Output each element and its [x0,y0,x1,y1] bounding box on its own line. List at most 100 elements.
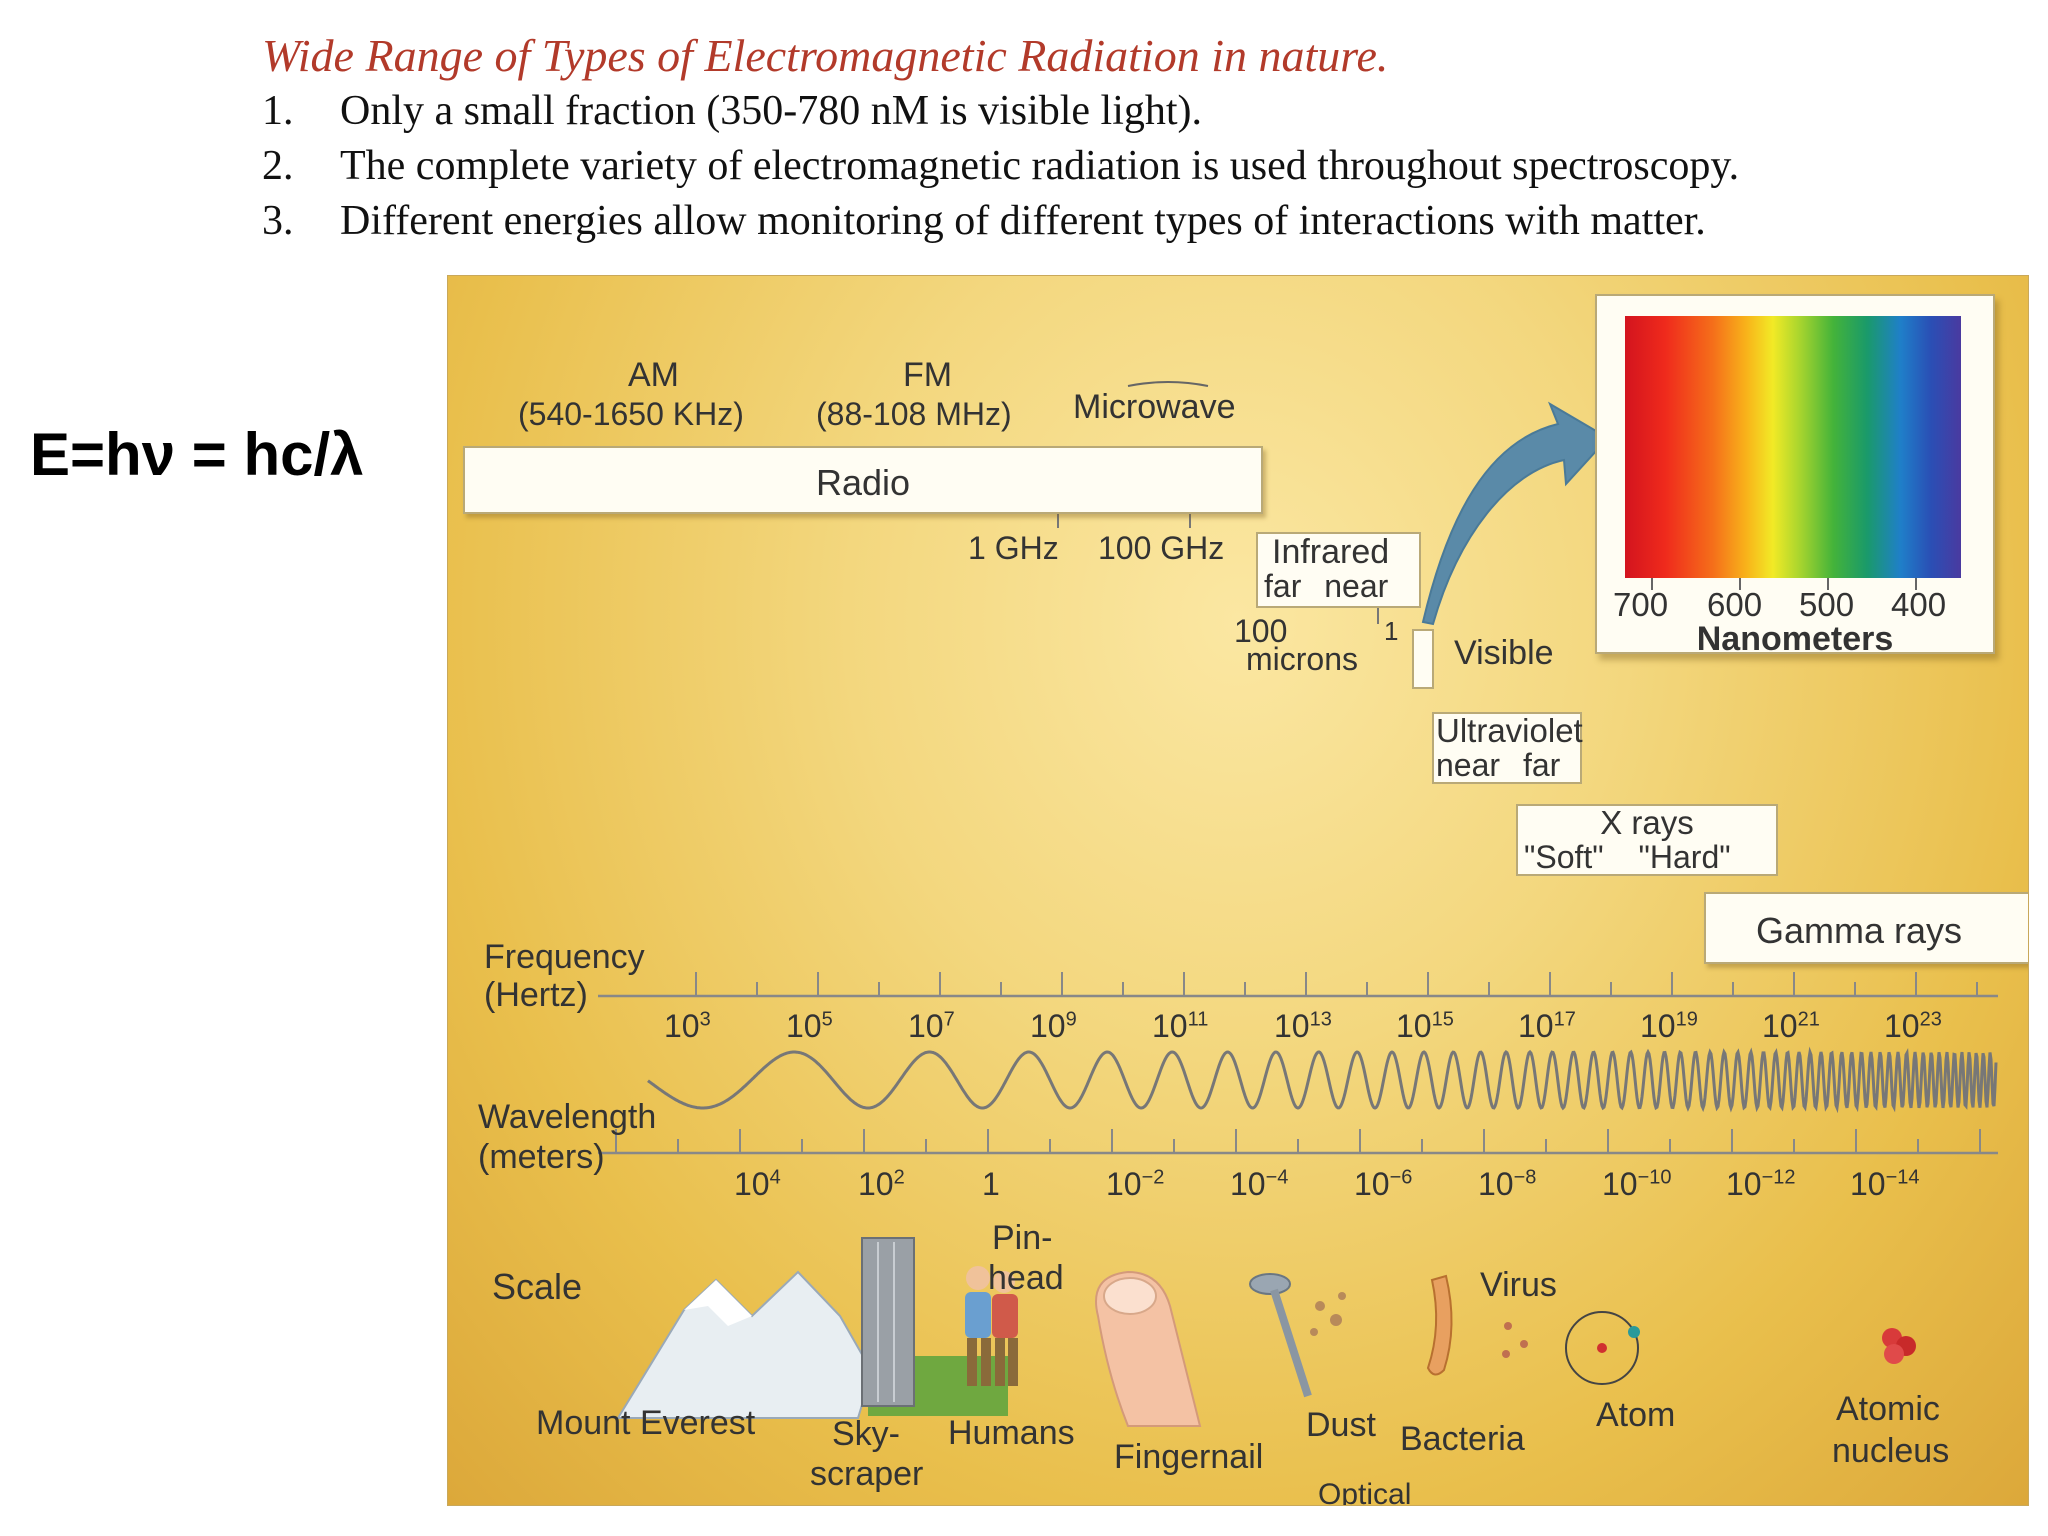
ghz100-label: 100 GHz [1098,530,1225,566]
frequency-tick-exponent: 5 [821,1008,833,1031]
bullet-item: 3. Different energies allow monitoring of… [262,194,2002,249]
infrared-title: Infrared [1272,533,1390,571]
microns-label: microns [1246,641,1359,677]
ultraviolet-sub: near far [1436,747,1561,783]
xray-title: X rays [1600,804,1694,841]
frequency-unit-label: (Hertz) [484,976,588,1014]
visible-label: Visible [1454,634,1554,672]
wavelength-tick-base: 10 [1602,1166,1638,1202]
ultraviolet-title: Ultraviolet [1436,712,1583,749]
nm-tick [1915,578,1917,590]
dust-icon [1315,1301,1325,1311]
wavelength-tick-base: 10 [858,1166,894,1202]
mountain-snow [684,1280,752,1326]
frequency-tick-label: 1023 [1884,1008,1942,1045]
humans-label: Humans [948,1414,1075,1452]
infrared-sub: far near [1264,568,1389,604]
slide-title: Wide Range of Types of Electromagnetic R… [262,30,1389,81]
nail-icon [1103,1277,1157,1315]
frequency-tick-exponent: 17 [1553,1008,1576,1031]
wavelength-tick-base: 10 [1230,1166,1266,1202]
fm-range: (88-108 MHz) [816,396,1012,432]
human-legs-icon [981,1338,991,1386]
human-head-icon [993,1271,1015,1293]
pinhead-label: head [988,1259,1064,1297]
pinhead-icon [1249,1273,1291,1295]
human-body-icon [965,1292,991,1338]
human-body-icon [992,1294,1018,1338]
frequency-tick-label: 103 [664,1008,711,1045]
dust-icon [1338,1292,1346,1300]
wavelength-tick-exponent: 4 [769,1166,781,1189]
human-legs-icon [967,1338,977,1386]
frequency-tick-exponent: 3 [699,1008,711,1031]
frequency-tick-base: 10 [1274,1008,1310,1044]
visible-spectrum-strip [1625,316,1961,578]
nm-tick [1739,578,1741,590]
virus-icon [1502,1350,1510,1358]
virus-icon [1504,1322,1512,1330]
frequency-tick-exponent: 15 [1431,1008,1454,1031]
wavelength-tick-exponent: 2 [893,1166,905,1189]
bullet-text: Different energies allow monitoring of d… [340,198,1706,244]
microwave-bracket [1127,381,1209,387]
frequency-tick-label: 1015 [1396,1008,1454,1045]
wavelength-tick-label: 10−6 [1354,1166,1412,1203]
bullet-item: 2. The complete variety of electromagneti… [262,139,2002,194]
wavelength-tick-exponent: −4 [1265,1166,1289,1189]
frequency-tick-label: 107 [908,1008,955,1045]
pin-shaft-icon [1270,1288,1312,1398]
nanometers-label: Nanometers [1696,620,1894,658]
frequency-tick-base: 10 [1762,1008,1798,1044]
bullet-item: 1. Only a small fraction (350-780 nM is v… [262,84,2002,139]
nm-tick-label: 400 [1891,586,1947,623]
nm-tick-label: 600 [1707,586,1763,623]
frequency-axis-ticks [695,972,1978,996]
frequency-tick-label: 1011 [1152,1008,1208,1045]
virus-label: Virus [1480,1266,1557,1304]
dust-icon [1310,1328,1318,1336]
ghz1-label: 1 GHz [968,530,1059,566]
wavelength-tick-label: 1 [982,1166,1000,1203]
wavelength-tick-label: 10−12 [1726,1166,1796,1203]
wavelength-tick-label: 10−10 [1602,1166,1672,1203]
fingernail-label: Fingernail [1114,1438,1264,1476]
microns-100: 100 [1234,613,1288,649]
wavelength-tick-exponent: −12 [1761,1166,1796,1189]
wavelength-tick-base: 1 [982,1166,1000,1202]
bullet-number: 1. [262,88,294,134]
am-range: (540-1650 KHz) [518,396,744,432]
wavelength-tick-base: 10 [734,1166,770,1202]
frequency-tick-exponent: 7 [943,1008,955,1031]
wavelength-tick-label: 104 [734,1166,781,1203]
frequency-tick-exponent: 21 [1797,1008,1820,1031]
skyscraper-icon [861,1237,915,1407]
wavelength-tick-label: 10−4 [1230,1166,1288,1203]
frequency-tick-exponent: 11 [1187,1008,1209,1031]
frequency-label: Frequency [484,938,645,976]
nm-tick [1651,578,1653,590]
em-spectrum-diagram: AM (540-1650 KHz) FM (88-108 MHz) Microw… [447,275,2029,1506]
wavelength-tick-base: 10 [1354,1166,1390,1202]
bullet-text: Only a small fraction (350-780 nM is vis… [340,88,1203,134]
fm-label: FM [903,356,953,394]
spectrum-arrow-icon [1421,401,1610,626]
nm-tick-label: 700 [1613,586,1669,623]
gamma-label: Gamma rays [1756,910,1963,951]
wavelength-tick-base: 10 [1478,1166,1514,1202]
frequency-tick-exponent: 19 [1675,1008,1698,1031]
skyscraper-label: Sky- [832,1415,900,1453]
bacteria-label: Bacteria [1400,1420,1525,1458]
nm-tick-label: 500 [1799,586,1855,623]
wavelength-unit-label: (meters) [478,1138,605,1176]
frequency-tick-base: 10 [1396,1008,1432,1044]
frequency-tick-base: 10 [1640,1008,1676,1044]
human-legs-icon [995,1338,1005,1386]
frequency-tick-label: 109 [1030,1008,1077,1045]
visible-spectrum-panel: 700 600 500 400 Nanometers [1595,294,1995,658]
infrared-band: Infrared far near [1256,532,1421,608]
microns-1: 1 [1384,616,1399,646]
atom-nucleus-icon [1597,1343,1607,1353]
frequency-tick-label: 1013 [1274,1008,1332,1045]
dust-label: Dust [1306,1406,1376,1444]
